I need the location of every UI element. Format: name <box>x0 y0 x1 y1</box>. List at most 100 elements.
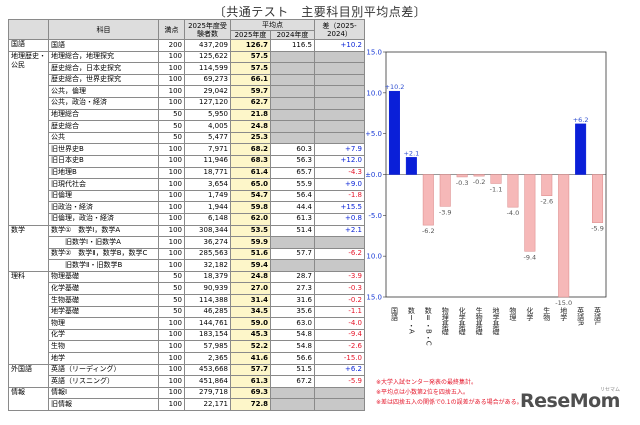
avg-2024-cell <box>270 73 315 87</box>
avg-2025-cell: 21.8 <box>230 108 271 122</box>
footnote: ※大学入試センター発表の最終集計。 <box>376 379 478 386</box>
avg-2025-cell: 72.8 <box>230 398 271 411</box>
examinees-cell: 18,379 <box>184 270 231 284</box>
subject-cell: 地理総合 <box>48 108 159 122</box>
examinees-cell: 437,209 <box>184 39 231 52</box>
max-score-cell: 100 <box>158 50 185 64</box>
max-score-cell: 100 <box>158 375 185 388</box>
header-avg-2025: 2025年度 <box>230 30 271 40</box>
examinees-cell: 32,182 <box>184 259 231 272</box>
max-score-cell: 100 <box>158 73 185 87</box>
max-score-cell: 100 <box>158 340 185 354</box>
table-row: 外国語 英語（リーディング） 100 453,668 57.7 51.5 +6.2 <box>8 363 365 388</box>
examinees-cell: 127,120 <box>184 96 231 110</box>
table-row: 旧地理B 100 18,771 61.4 65.7 -4.3 <box>9 166 365 180</box>
subject-cell: 物理基礎 <box>48 270 159 284</box>
subject-cell: 英語（リーディング） <box>48 363 159 377</box>
subject-cell: 化学基礎 <box>48 282 159 296</box>
max-score-cell: 50 <box>158 282 185 296</box>
table-row: 化学 100 183,154 45.3 54.8 -9.4 <box>9 328 365 342</box>
header-avg-2024: 2024年度 <box>270 30 315 40</box>
header-examinees: 2025年度受験者数 <box>184 19 231 40</box>
avg-2024-cell: 56.3 <box>270 154 315 168</box>
data-label: -9.4 <box>524 253 537 261</box>
data-label: -6.2 <box>422 227 435 235</box>
examinees-cell: 183,154 <box>184 328 231 342</box>
max-score-cell: 100 <box>158 398 185 411</box>
category-cell: 情報 <box>8 386 49 412</box>
max-score-cell: 50 <box>158 305 185 319</box>
data-label: +6.2 <box>573 116 589 124</box>
avg-2025-cell: 59.4 <box>230 259 271 272</box>
bar <box>405 157 417 175</box>
subject-cell: 地学 <box>48 352 159 365</box>
y-tick-label: -5.0 <box>368 212 382 220</box>
x-tick-label: 物理 <box>509 306 517 321</box>
data-label: -3.9 <box>439 208 452 216</box>
avg-2024-cell: 56.6 <box>270 352 315 365</box>
avg-2025-cell: 52.2 <box>230 340 271 354</box>
diff-cell <box>314 398 365 411</box>
max-score-cell: 100 <box>158 352 185 365</box>
category-cell: 外国語 <box>8 363 49 388</box>
examinees-cell: 114,388 <box>184 294 231 307</box>
diff-cell <box>314 96 365 110</box>
table-row: 旧倫理，政治・経済 100 6,148 62.0 61.3 +0.8 <box>9 212 365 226</box>
footnote: ※平均点は小数第2位を四捨五入。 <box>376 389 469 396</box>
diff-cell: -4.0 <box>314 317 365 330</box>
max-score-cell: 50 <box>158 108 185 122</box>
avg-2025-cell: 65.0 <box>230 178 271 191</box>
diff-cell <box>314 73 365 87</box>
table-row: 地学 100 2,365 41.6 56.6 -15.0 <box>9 352 365 365</box>
examinees-cell: 285,563 <box>184 247 231 261</box>
avg-2024-cell <box>270 62 315 75</box>
avg-2025-cell: 57.7 <box>230 363 271 377</box>
table-row: 物理 100 144,761 59.0 63.0 -4.0 <box>9 317 365 330</box>
bar <box>388 90 400 175</box>
bar <box>541 174 553 196</box>
table-body: 国語 国語 200 437,209 126.7 116.5 +10.2 地理歴史・公民 地理総合… <box>8 39 365 412</box>
avg-2024-cell: 57.7 <box>270 247 315 261</box>
subject-cell: 旧数学Ⅰ・旧数学A <box>48 236 159 249</box>
footnote: ※差は四捨五入の関係で0.1の誤差がある場合がある。 <box>376 399 523 406</box>
avg-2025-cell: 69.3 <box>230 386 271 400</box>
bar <box>524 174 536 252</box>
y-tick-label: +5.0 <box>366 130 382 138</box>
table-row: 旧日本史B 100 11,946 68.3 56.3 +12.0 <box>9 154 365 168</box>
avg-2024-cell: 55.9 <box>270 178 315 191</box>
subject-cell: 旧倫理 <box>48 189 159 203</box>
diff-cell: +9.0 <box>314 178 365 191</box>
data-label: +2.1 <box>403 149 419 157</box>
bar <box>439 174 451 207</box>
avg-2024-cell: 35.6 <box>270 305 315 319</box>
avg-2025-cell: 57.5 <box>230 62 271 75</box>
diff-bar-chart: +15.0 +10.0 +5.0 ±0.0 -5.0 -10.0 -15.0 +10.2 国語 +… <box>366 49 607 346</box>
max-score-cell: 50 <box>158 120 185 133</box>
subject-cell: 数学② 数学Ⅱ，数学B，数学C <box>48 247 159 261</box>
examinees-cell: 125,622 <box>184 50 231 64</box>
avg-2025-cell: 59.9 <box>230 236 271 249</box>
max-score-cell: 100 <box>158 328 185 342</box>
max-score-cell: 100 <box>158 317 185 330</box>
subject-cell: 国語 <box>48 39 159 52</box>
header-max: 満点 <box>158 19 185 40</box>
table-row: 歴史総合，世界史探究 100 69,273 66.1 <box>9 73 365 87</box>
diff-cell: +0.8 <box>314 212 365 226</box>
max-score-cell: 100 <box>158 247 185 261</box>
subject-cell: 歴史総合，世界史探究 <box>48 73 159 87</box>
x-tick-label: 物理基礎 <box>441 306 449 336</box>
avg-2024-cell <box>270 96 315 110</box>
avg-2024-cell: 27.3 <box>270 282 315 296</box>
diff-cell: -6.2 <box>314 247 365 261</box>
examinees-cell: 279,718 <box>184 386 231 400</box>
bar <box>592 174 604 223</box>
avg-2024-cell <box>270 108 315 122</box>
diff-cell <box>314 120 365 133</box>
bar <box>473 174 485 177</box>
avg-2024-cell: 54.8 <box>270 328 315 342</box>
avg-2024-cell: 31.6 <box>270 294 315 307</box>
table-row: 歴史総合 50 4,005 24.8 <box>9 120 365 133</box>
subject-cell: 物理 <box>48 317 159 330</box>
examinees-cell: 144,761 <box>184 317 231 330</box>
table-row: 旧世界史B 100 7,971 68.2 60.3 +7.9 <box>9 143 365 156</box>
